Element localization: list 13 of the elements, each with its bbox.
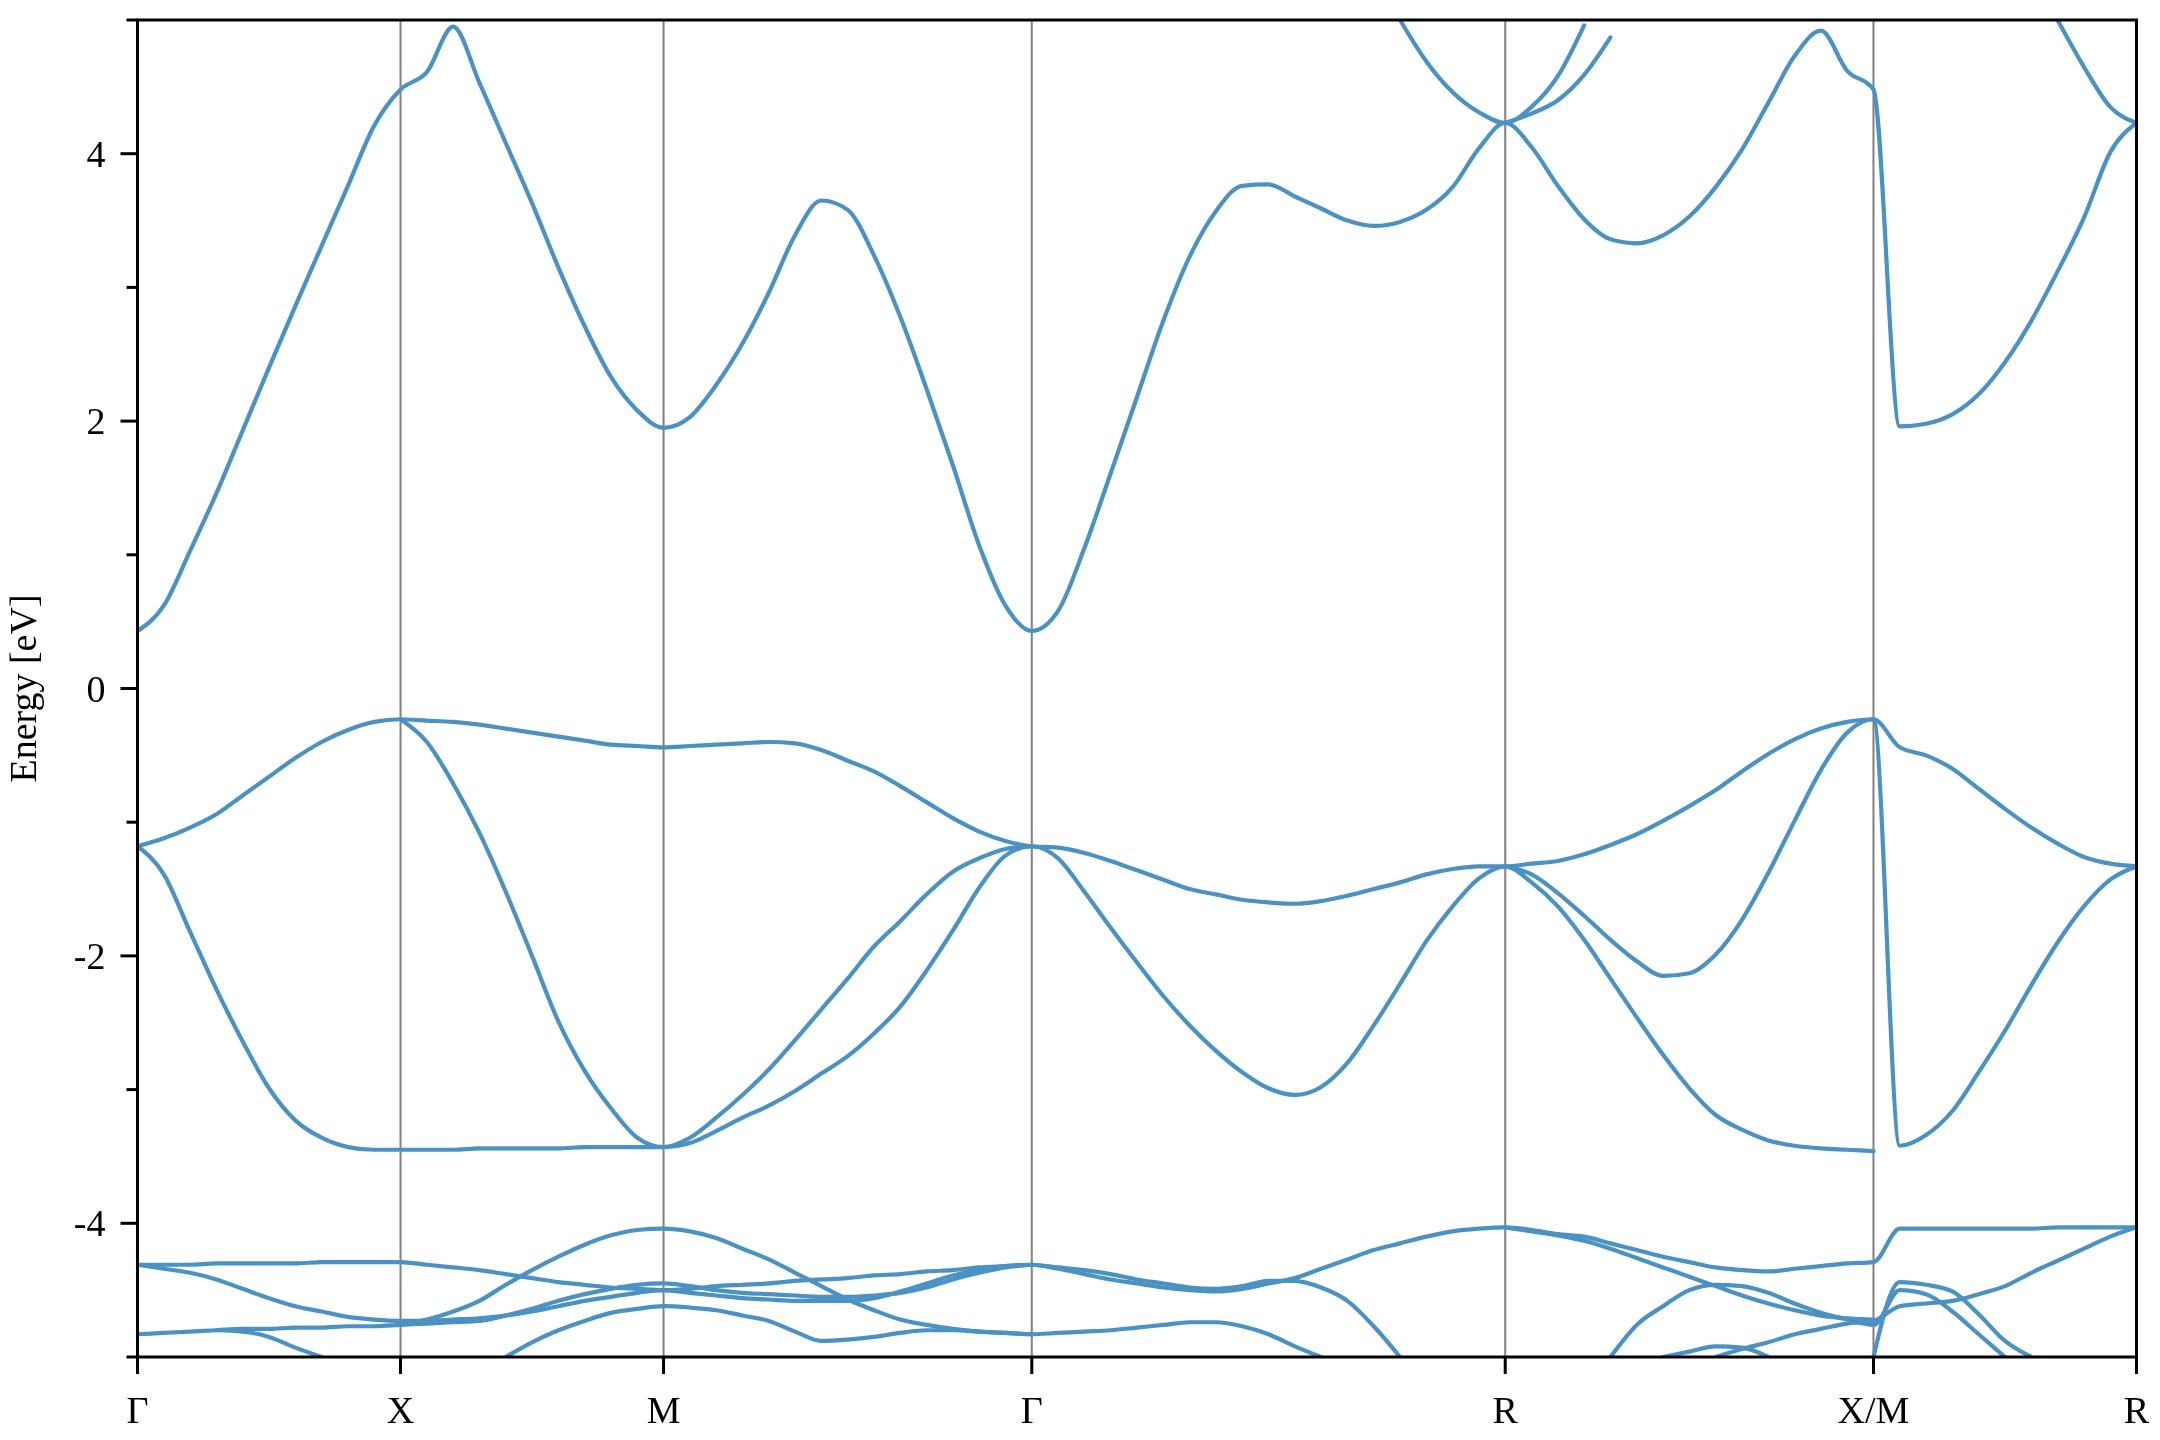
y-tick-label: 4 [86, 132, 106, 175]
y-axis-title: Energy [eV] [2, 594, 44, 783]
x-tick-label: Γ [1020, 1389, 1043, 1431]
y-tick-label: 0 [86, 667, 106, 710]
y-tick-label: 2 [86, 400, 106, 443]
x-tick-label: R [1492, 1389, 1519, 1431]
x-tick-label: X [386, 1389, 415, 1431]
x-tick-label: M [646, 1389, 681, 1431]
y-tick-label: -4 [73, 1202, 106, 1245]
x-tick-label: Γ [126, 1389, 149, 1431]
y-tick-label: -2 [73, 934, 106, 977]
x-tick-label: X/M [1837, 1389, 1910, 1431]
x-tick-label: R [2123, 1389, 2150, 1431]
